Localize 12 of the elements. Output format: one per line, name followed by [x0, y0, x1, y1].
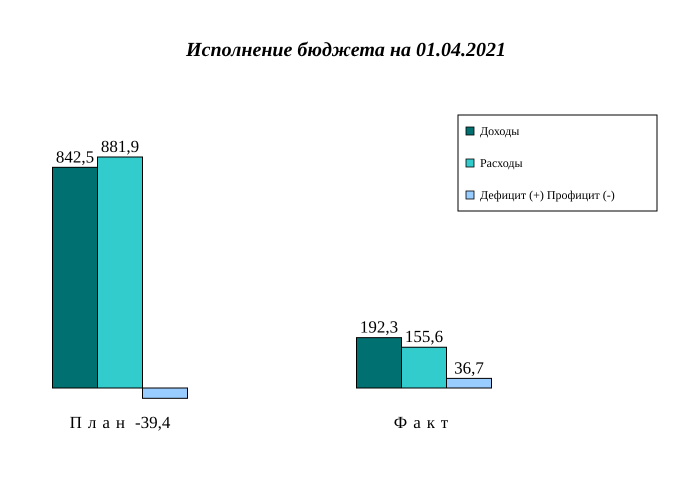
chart-title: Исполнение бюджета на 01.04.2021: [185, 39, 506, 61]
legend-label: Дефицит (+) Профицит (-): [480, 188, 615, 202]
data-label: 155,6: [404, 327, 444, 346]
data-label: 842,5: [56, 147, 94, 166]
data-label: 881,9: [100, 137, 140, 156]
data-label: 192,3: [360, 318, 398, 337]
x-tick-label: Факт: [394, 413, 454, 432]
legend-label: Расходы: [480, 156, 523, 170]
data-label: 36,7: [454, 358, 484, 378]
data-label: -39,4: [134, 413, 171, 432]
x-tick-label: План: [70, 413, 131, 432]
legend-label: Доходы: [480, 124, 520, 138]
